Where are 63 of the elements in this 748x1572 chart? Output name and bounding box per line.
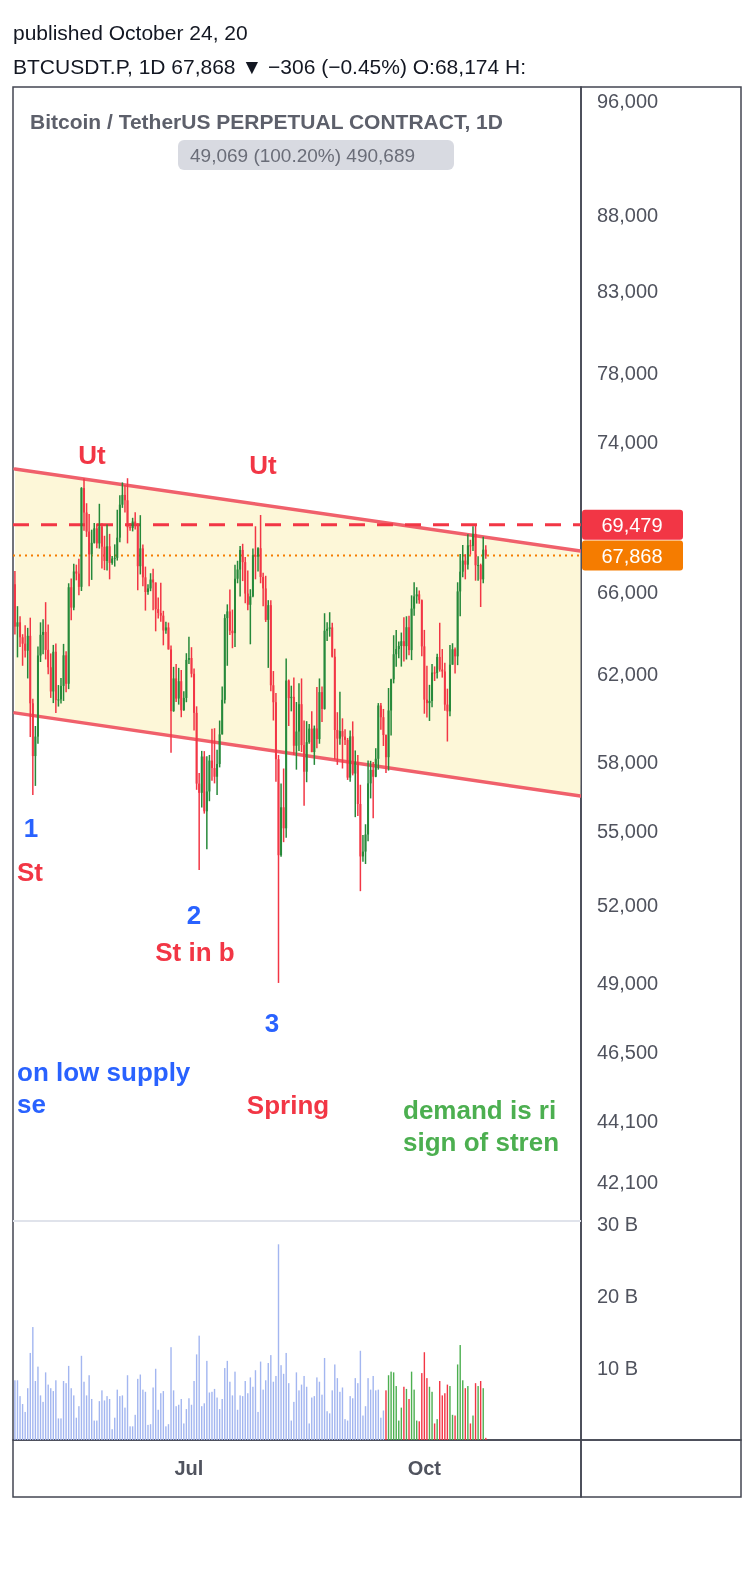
candlestick [315, 686, 318, 749]
candlestick [67, 582, 70, 690]
annotation: Ut [249, 450, 278, 480]
annotation: demand is ri sign of stren [403, 1095, 560, 1157]
candlestick [264, 575, 267, 623]
x-tick-label: Jul [174, 1457, 204, 1479]
candlestick [318, 677, 321, 745]
ref-line-label: 67,868 [601, 544, 663, 567]
y-tick-label: 66,000 [597, 581, 659, 604]
y-tick-label: 49,000 [597, 971, 659, 994]
candlestick [287, 678, 290, 727]
candlestick [408, 614, 411, 657]
y-tick-label: 20 B [597, 1285, 639, 1308]
y-tick-label: 52,000 [597, 893, 659, 916]
candlestick [282, 767, 285, 843]
annotation: St [17, 857, 44, 887]
y-tick-label: 78,000 [597, 362, 659, 385]
candlestick [372, 761, 375, 820]
annotation: St in b [155, 937, 235, 967]
candlestick [402, 616, 405, 663]
x-tick-label: Oct [407, 1457, 442, 1479]
y-tick-label: 10 B [597, 1357, 639, 1380]
annotation: Ut [78, 440, 107, 470]
candlestick [405, 615, 408, 661]
y-tick-label: 62,000 [597, 663, 659, 686]
y-tick-label: 88,000 [597, 203, 659, 226]
candlestick [234, 563, 236, 648]
chart-subtitle: BTCUSDT.P, 1D 67,868 ▼ −306 (−0.45%) O:68,174 H: [13, 54, 527, 78]
candlestick [239, 545, 242, 598]
annotation: Spring [246, 1090, 330, 1120]
candlestick [267, 599, 270, 669]
candlestick [205, 755, 208, 850]
candlestick [341, 717, 344, 770]
candlestick [210, 728, 213, 782]
annotation: 49,069 (100.20%) 490,689 [190, 144, 416, 166]
candlestick [469, 539, 472, 556]
annotation: 3 [264, 1008, 280, 1038]
y-tick-label: 42,100 [597, 1171, 659, 1194]
candlestick [433, 665, 436, 682]
y-tick-label: 96,000 [597, 89, 659, 112]
candlestick [454, 646, 457, 675]
y-tick-label: 55,000 [597, 820, 659, 843]
candlestick [77, 558, 80, 596]
y-tick-label: 58,000 [597, 750, 659, 773]
candlestick [177, 667, 180, 706]
candlestick [328, 611, 331, 638]
candlestick [70, 577, 73, 622]
annotation: 2 [186, 900, 202, 930]
ref-line-label: 69,479 [601, 513, 663, 536]
y-tick-label: 83,000 [597, 280, 659, 303]
annotation: on low supply se [17, 1057, 191, 1119]
candlestick [213, 727, 216, 785]
candlestick [172, 666, 175, 713]
y-tick-label: 44,100 [597, 1110, 659, 1133]
annotation: 1 [23, 813, 39, 843]
candlestick [257, 546, 260, 573]
annotation: Bitcoin / TetherUS PERPETUAL CONTRACT, 1D [30, 109, 503, 133]
y-tick-label: 46,500 [597, 1040, 659, 1063]
chart-title: published October 24, 20 [13, 20, 248, 44]
candlestick [464, 553, 467, 581]
candlestick [321, 685, 323, 723]
y-tick-label: 30 B [597, 1213, 639, 1236]
y-tick-label: 74,000 [597, 431, 659, 454]
